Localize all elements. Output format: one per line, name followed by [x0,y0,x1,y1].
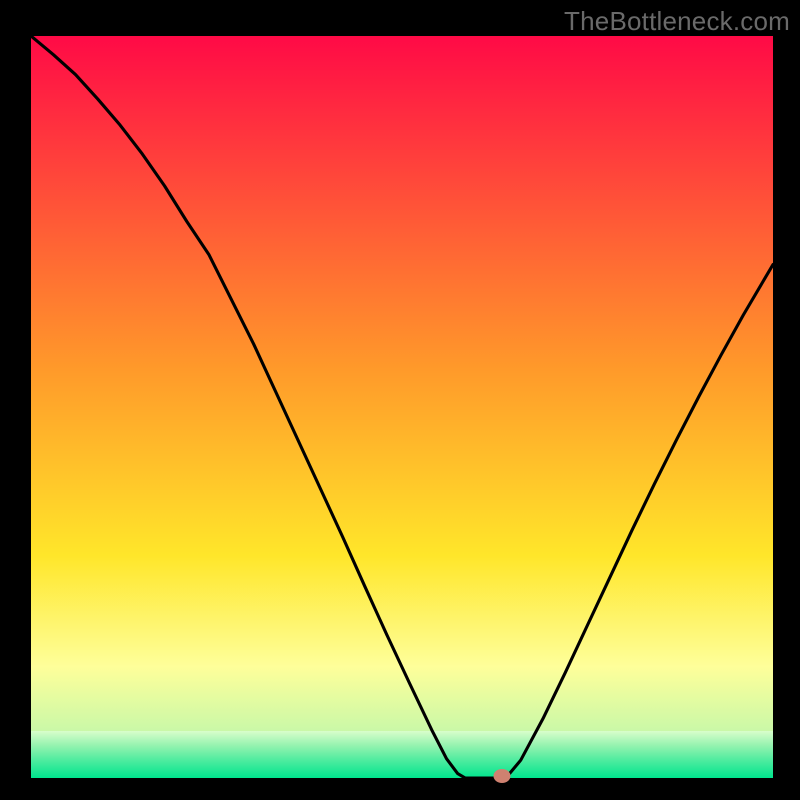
highlight-marker [494,769,511,783]
gradient-green-strip [31,731,773,778]
watermark-text: TheBottleneck.com [564,6,790,37]
chart-frame: TheBottleneck.com [0,0,800,800]
gradient-background [31,36,773,778]
plot-area [31,36,773,778]
